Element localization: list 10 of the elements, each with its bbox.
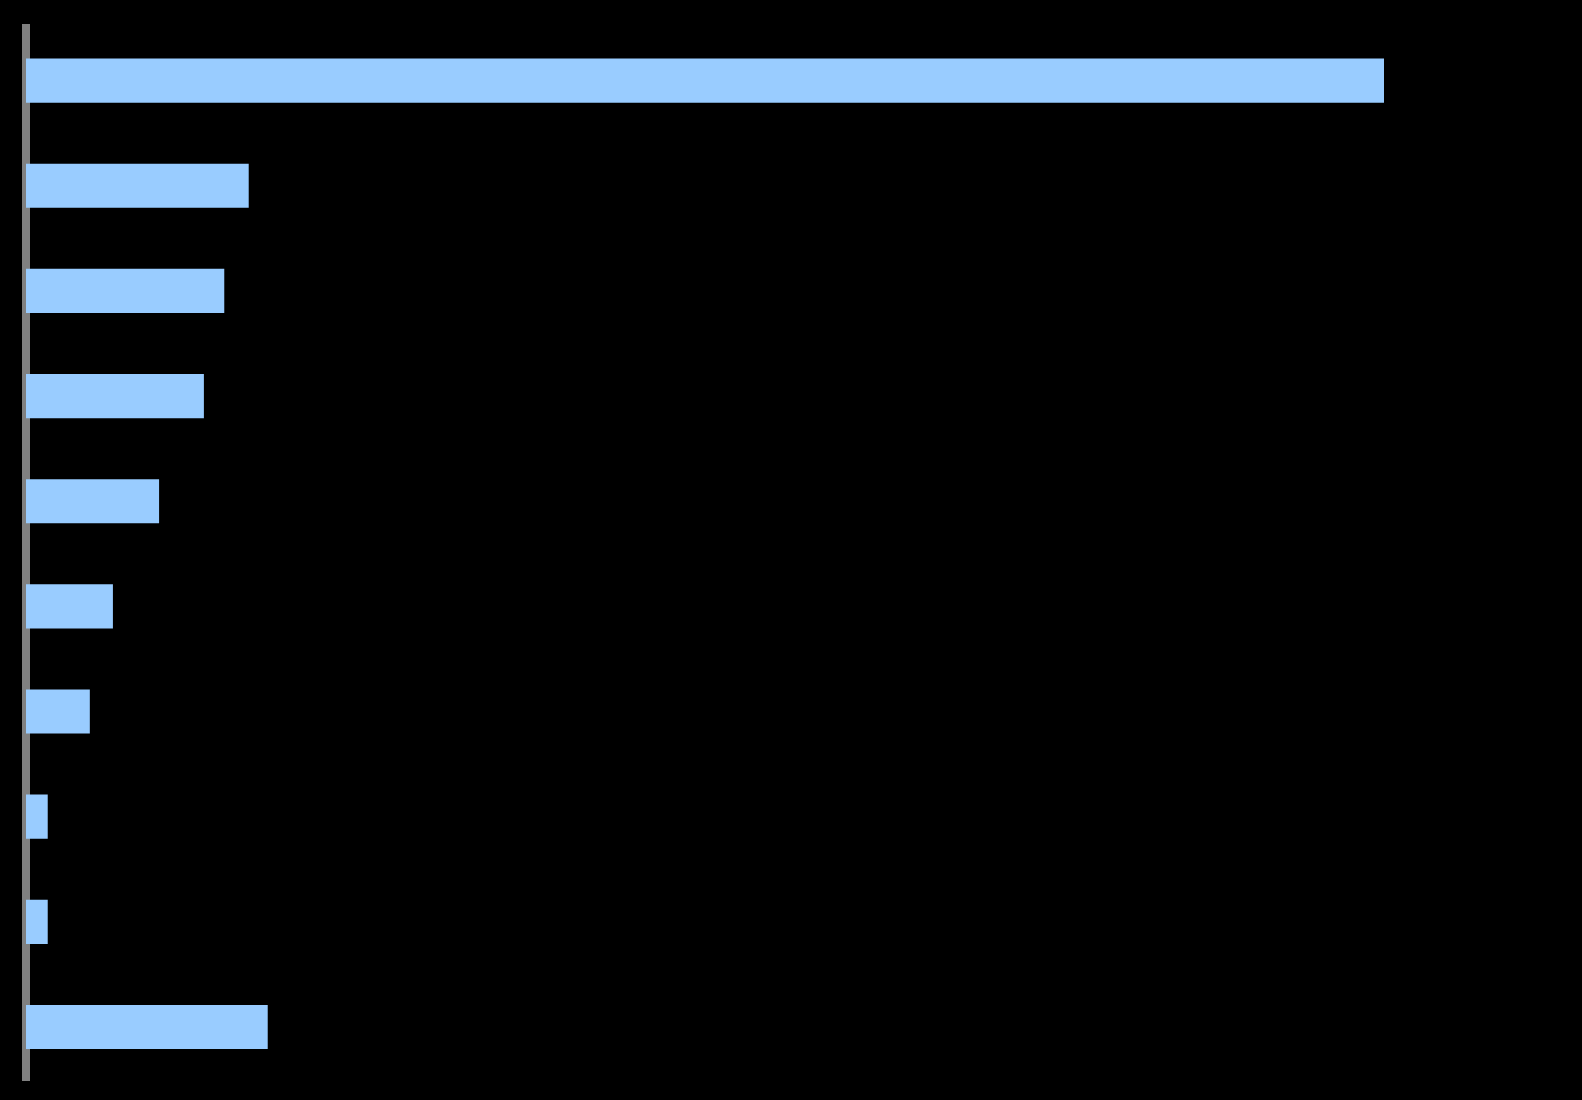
bar	[26, 479, 160, 524]
bar	[26, 794, 48, 839]
bar	[26, 58, 1384, 103]
bar	[26, 584, 113, 629]
bar	[26, 373, 204, 419]
bar	[26, 268, 225, 313]
bar	[26, 163, 249, 208]
bar	[26, 689, 90, 734]
bar	[26, 1004, 268, 1050]
bar	[26, 899, 48, 944]
